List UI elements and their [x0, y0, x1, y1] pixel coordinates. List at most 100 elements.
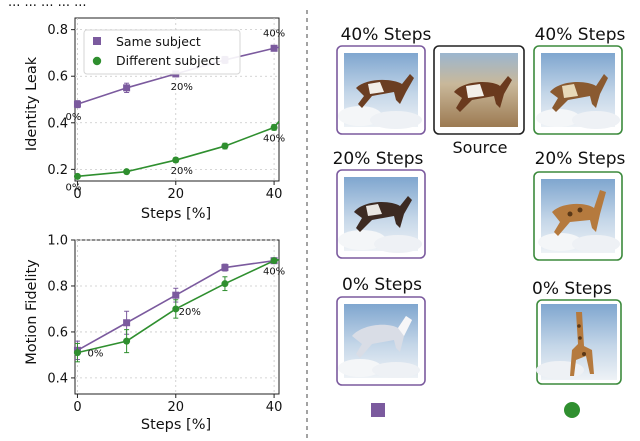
x-tick-label: 0	[73, 400, 81, 415]
cloud	[538, 233, 582, 251]
y-tick-label: 0.8	[47, 279, 68, 294]
motion-fidelity-chart: 0 20 40 0.4 0.6 0.8 1.0 0% 20% 40% Motion Fideli…	[24, 234, 285, 434]
image-right-20	[533, 171, 623, 261]
x-tick-label: 40	[266, 400, 283, 415]
giraffe-spot	[577, 207, 583, 213]
identity-leak-chart: 0 20 40 0.2 0.4 0.6 0.8 0% 20% 40% 0% 20% 40% Ident…	[24, 17, 286, 222]
left-title-40: 40% Steps	[341, 25, 432, 45]
x-axis-label: Steps [%]	[141, 417, 211, 433]
data-point-circle	[270, 257, 278, 265]
right-title-20: 20% Steps	[535, 149, 626, 169]
annotation-label: 40%	[263, 28, 285, 39]
y-tick-label: 0.6	[47, 70, 68, 85]
data-point-square	[270, 44, 278, 52]
data-point-square	[172, 291, 180, 299]
y-tick-label: 0.6	[47, 325, 68, 340]
cloud	[370, 111, 422, 129]
horse-mane	[398, 316, 412, 336]
cloud	[572, 235, 620, 253]
source-label: Source	[453, 138, 508, 157]
giraffe-spot	[567, 211, 573, 217]
right-title-0: 0% Steps	[532, 279, 612, 299]
data-point-circle	[221, 280, 229, 288]
frame	[533, 171, 623, 261]
y-axis-label: Motion Fidelity	[24, 259, 40, 365]
data-point-circle	[172, 305, 180, 313]
image-right-40	[533, 45, 623, 135]
animal-patch	[562, 84, 578, 98]
horse-shape	[354, 196, 412, 232]
data-point-square	[221, 264, 229, 272]
giraffe-shape	[552, 190, 606, 236]
data-point-circle	[73, 349, 81, 357]
data-point-circle	[270, 123, 278, 131]
ticks: 0 20 40 0.4 0.6 0.8 1.0	[47, 234, 282, 416]
annotation-label: 20%	[179, 307, 201, 318]
annotation-label: 20%	[171, 82, 193, 93]
chart-frame	[74, 17, 280, 182]
giraffe-spot	[577, 324, 581, 328]
annotation-label: 40%	[263, 267, 285, 278]
data-point-circle	[73, 172, 81, 180]
annotation-label: 0%	[88, 348, 104, 359]
horse-patch	[466, 84, 484, 98]
animal-shape	[550, 74, 608, 112]
cloud	[536, 109, 580, 127]
header-text: ... ... ... ... ...	[8, 0, 87, 10]
horse-patch	[368, 82, 384, 94]
x-tick-label: 40	[266, 187, 283, 202]
cloud	[372, 362, 420, 378]
frame	[433, 45, 525, 135]
horse-shape	[352, 316, 412, 358]
cloud	[572, 111, 620, 129]
y-tick-label: 0.2	[47, 163, 68, 178]
grid	[75, 239, 279, 394]
y-tick-label: 1.0	[47, 234, 68, 249]
chart-frame	[74, 239, 280, 395]
cloud	[536, 361, 584, 379]
x-tick-label: 20	[167, 187, 184, 202]
frame	[533, 45, 623, 135]
annotations: 0% 20% 40% 0% 20% 40%	[66, 28, 286, 193]
left-title-0: 0% Steps	[342, 275, 422, 295]
y-tick-label: 0.4	[47, 371, 68, 386]
y-tick-label: 0.8	[47, 23, 68, 38]
cloud	[338, 230, 386, 250]
right-title-40: 40% Steps	[535, 25, 626, 45]
legend-marker-square	[93, 37, 101, 45]
y-tick-label: 0.4	[47, 116, 68, 131]
data-point-square	[123, 319, 131, 327]
different-subject-key-circle	[564, 402, 580, 418]
data-point-circle	[172, 156, 180, 164]
left-title-20: 20% Steps	[333, 149, 424, 169]
legend-box	[83, 29, 241, 75]
giraffe-spot	[582, 352, 586, 356]
y-axis-label: Identity Leak	[24, 56, 40, 151]
x-axis-label: Steps [%]	[141, 206, 211, 222]
horse-shape	[356, 74, 414, 108]
x-tick-label: 0	[73, 187, 81, 202]
same-subject-key-square	[371, 403, 385, 417]
annotation-label: 40%	[263, 133, 285, 144]
data-point-circle	[123, 168, 131, 176]
annotation-label: 20%	[171, 166, 193, 177]
annotation-label: 0%	[66, 182, 82, 193]
cloud	[338, 359, 382, 377]
x-tick-label: 20	[167, 400, 184, 415]
data-point-square	[123, 84, 131, 92]
series-layer	[73, 257, 280, 363]
frame	[336, 169, 426, 259]
legend-marker-circle	[92, 56, 102, 66]
legend-label-different: Different subject	[116, 53, 220, 68]
giraffe-spot	[578, 336, 582, 340]
annotations: 0% 20% 40%	[88, 267, 286, 360]
data-point-circle	[123, 337, 131, 345]
image-source	[433, 45, 525, 135]
horse-patch	[366, 204, 382, 216]
image-right-0	[536, 299, 622, 385]
legend: Same subject Different subject	[83, 29, 241, 75]
frame	[536, 299, 622, 385]
image-left-20	[336, 169, 426, 259]
data-point-circle	[221, 142, 229, 150]
annotation-label: 0%	[66, 112, 82, 123]
